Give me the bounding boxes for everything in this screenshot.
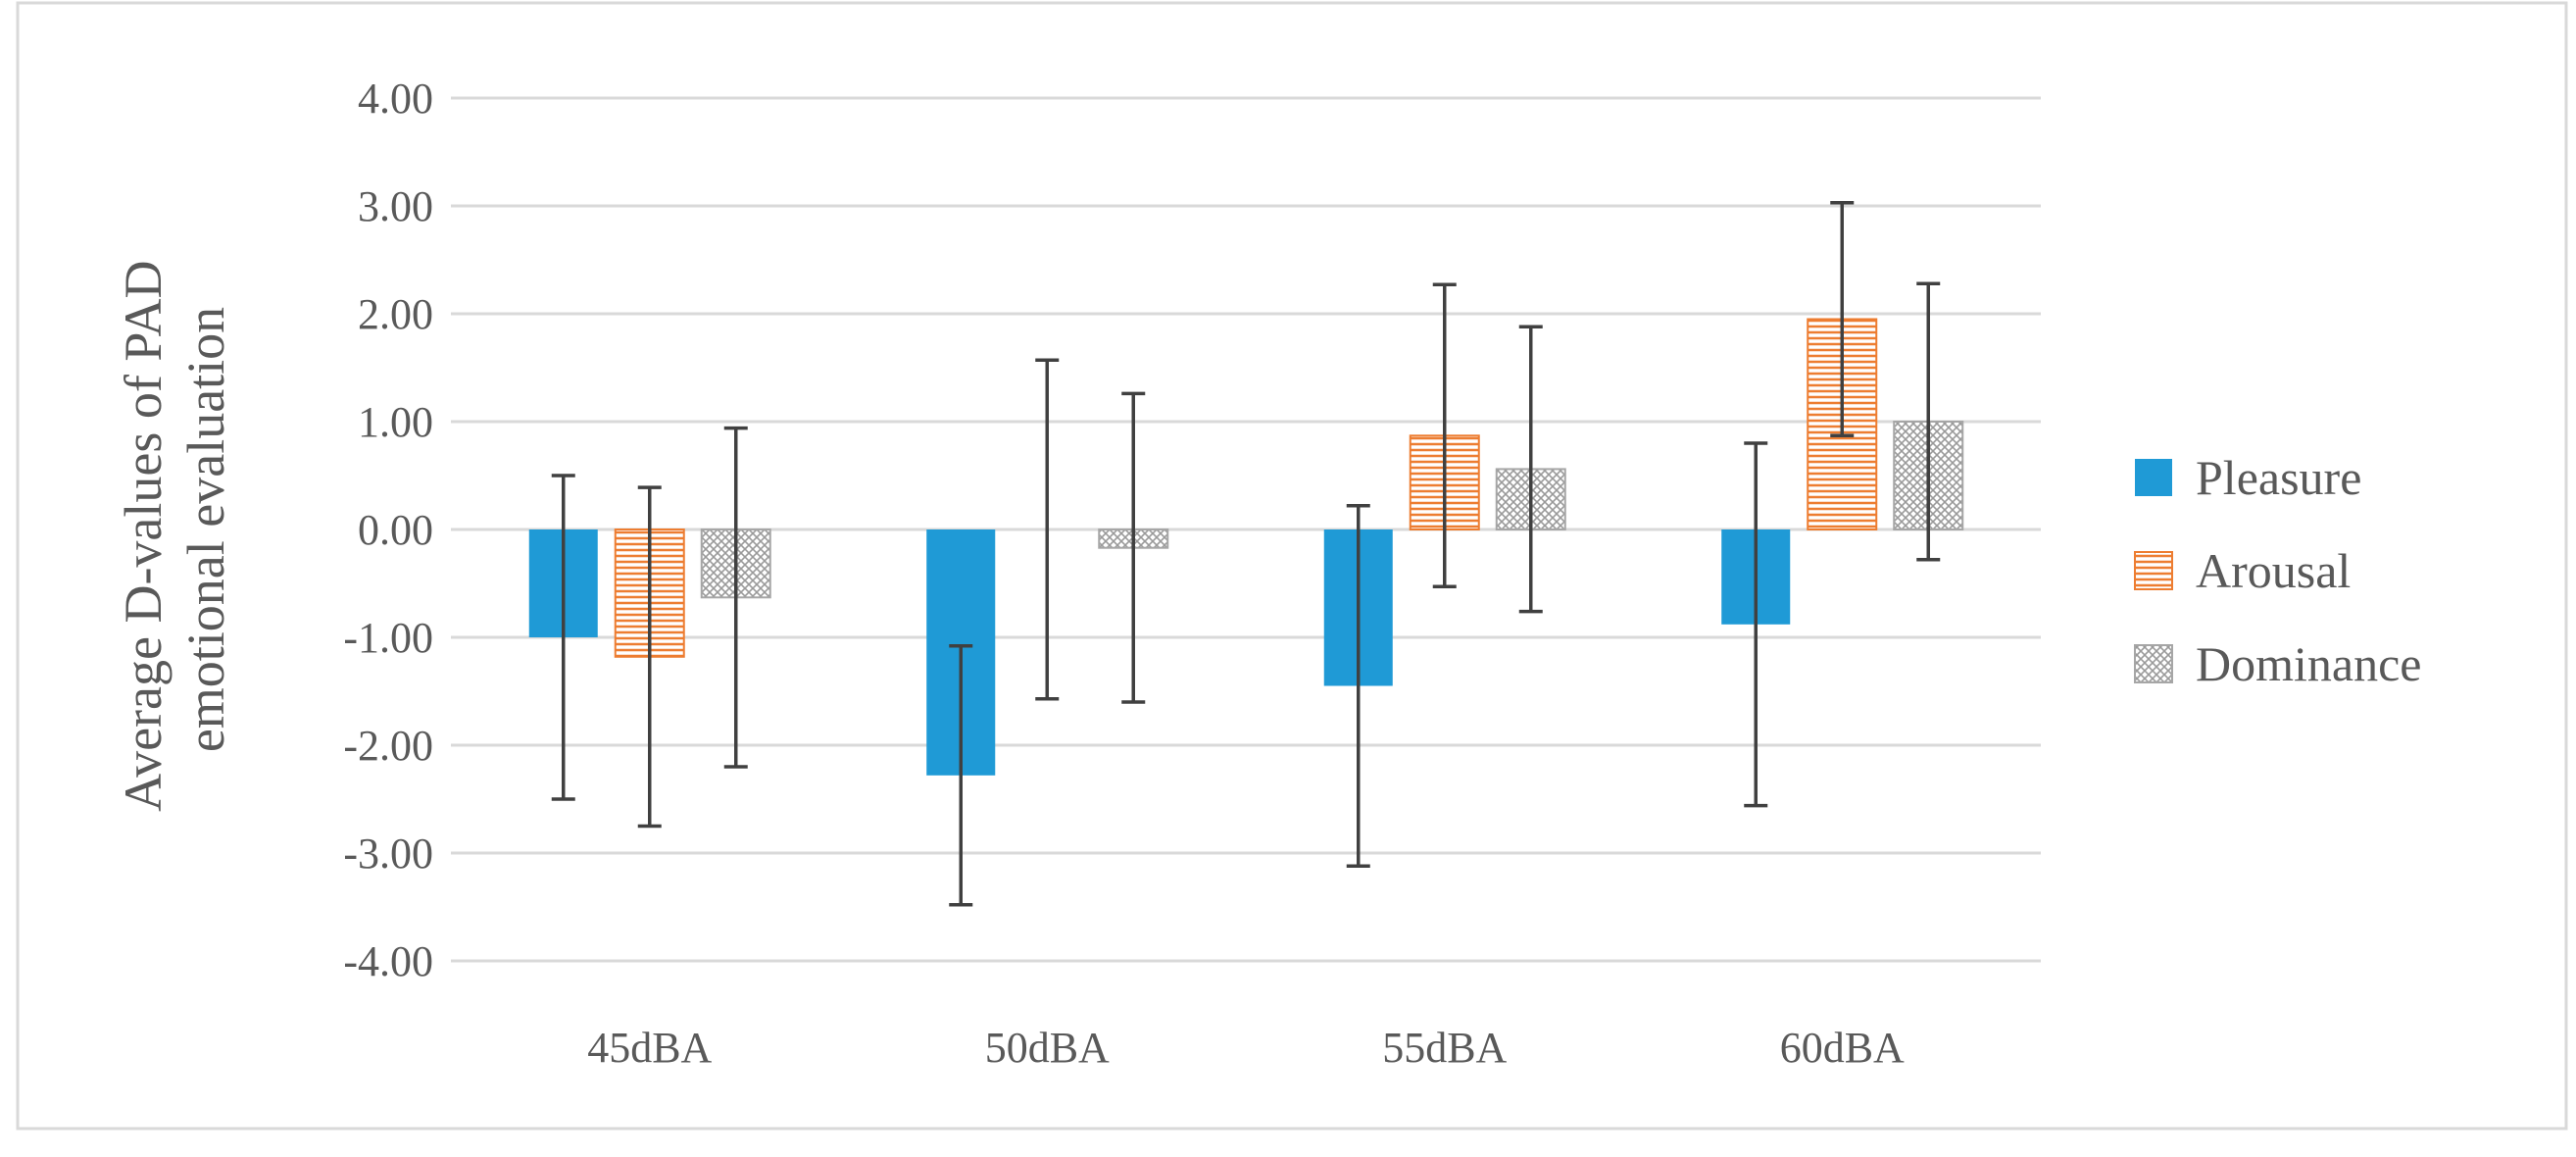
y-tick-label: 1.00 xyxy=(358,398,433,446)
error-bars xyxy=(551,200,1941,907)
y-tick-label: -2.00 xyxy=(343,722,433,770)
legend-swatch-pleasure xyxy=(2135,459,2172,496)
error-bar-pleasure-60dba xyxy=(1744,441,1768,808)
legend: Pleasure Arousal Dominance xyxy=(2134,450,2421,691)
error-bar-dominance-50dba xyxy=(1121,391,1146,704)
x-axis-ticks: 45dBA 50dBA 55dBA 60dBA xyxy=(587,1024,1905,1072)
y-tick-label: -3.00 xyxy=(343,830,433,878)
legend-label-pleasure: Pleasure xyxy=(2196,450,2361,505)
y-axis-label: Average D-values of PAD emotional evalua… xyxy=(114,247,235,812)
y-tick-label: -1.00 xyxy=(343,614,433,662)
error-bar-arousal-55dba xyxy=(1432,282,1457,589)
x-tick-label: 45dBA xyxy=(587,1024,712,1072)
error-bar-pleasure-50dba xyxy=(949,644,973,907)
y-axis-label-line-2: emotional evaluation xyxy=(176,307,235,752)
x-tick-label: 60dBA xyxy=(1780,1024,1905,1072)
y-tick-label: 4.00 xyxy=(358,75,433,123)
x-tick-label: 50dBA xyxy=(985,1024,1110,1072)
error-bar-arousal-60dba xyxy=(1830,200,1855,438)
error-bar-arousal-50dba xyxy=(1035,358,1060,701)
y-tick-label: 0.00 xyxy=(358,506,433,554)
error-bar-dominance-55dba xyxy=(1518,325,1543,614)
y-axis-ticks: 4.00 3.00 2.00 1.00 0.00 -1.00 -2.00 -3.00 -4.00 xyxy=(343,75,433,985)
error-bar-dominance-45dba xyxy=(723,426,748,769)
legend-swatch-dominance xyxy=(2134,644,2173,683)
x-tick-label: 55dBA xyxy=(1382,1024,1507,1072)
error-bar-pleasure-55dba xyxy=(1346,504,1370,868)
y-tick-label: 3.00 xyxy=(358,182,433,230)
y-tick-label: -4.00 xyxy=(343,937,433,985)
y-axis-label-line-1: Average D-values of PAD xyxy=(114,261,173,812)
gridlines xyxy=(451,96,2041,963)
legend-swatch-arousal xyxy=(2134,551,2173,590)
legend-label-arousal: Arousal xyxy=(2196,543,2351,598)
legend-label-dominance: Dominance xyxy=(2196,636,2421,691)
y-tick-label: 2.00 xyxy=(358,290,433,338)
error-bar-dominance-60dba xyxy=(1916,281,1941,562)
error-bar-arousal-45dba xyxy=(637,485,662,829)
error-bar-pleasure-45dba xyxy=(551,474,575,801)
